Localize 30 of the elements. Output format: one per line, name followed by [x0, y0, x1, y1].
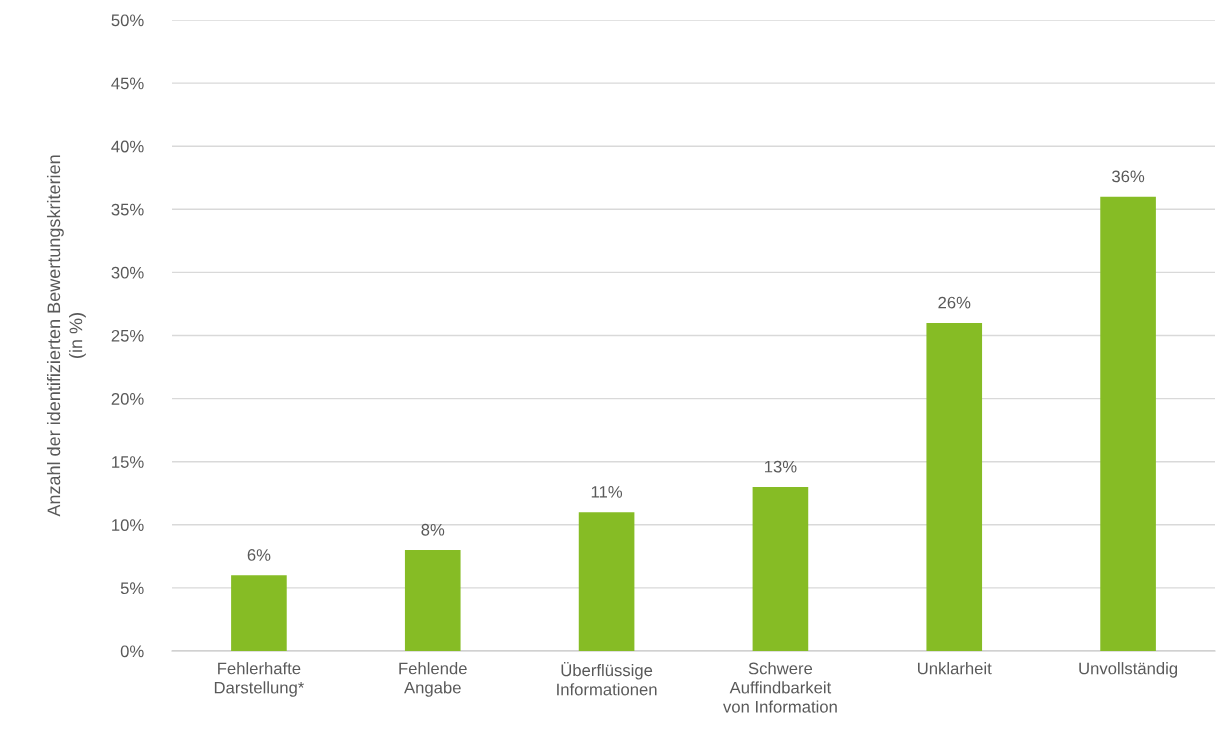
bar: [926, 322, 983, 651]
y-tick-label: 0%: [120, 645, 144, 658]
x-tick-label: Unvollständig: [1079, 662, 1178, 678]
y-tick-label: 20%: [111, 393, 144, 405]
y-tick-label: 45%: [111, 77, 144, 90]
y-tick-label: 35%: [111, 203, 144, 216]
bar: [231, 575, 287, 651]
x-tick-label: Unklarheit: [918, 662, 992, 675]
x-tick-label: Fehlende Angabe: [399, 662, 467, 697]
y-tick-label: 50%: [111, 14, 144, 27]
y-tick-label: 5%: [120, 582, 144, 595]
bar: [404, 550, 461, 651]
x-tick-label: Schwere Auffindbarkeit von Information: [723, 662, 837, 713]
data-label: 13%: [765, 460, 797, 473]
x-tick-label: Überflüssige Informationen: [557, 662, 657, 696]
y-tick-label: 10%: [112, 519, 144, 531]
bar: [752, 486, 809, 651]
x-tick-label: Fehlerhafte Darstellung*: [214, 662, 305, 697]
data-label: 36%: [1112, 170, 1145, 183]
y-tick-label: 25%: [111, 329, 144, 342]
y-tick-label: 15%: [112, 456, 144, 468]
y-tick-label: 30%: [111, 266, 144, 279]
y-tick-label: 40%: [111, 140, 144, 153]
data-label: 8%: [421, 523, 445, 536]
bar: [578, 512, 635, 651]
data-label: 11%: [591, 486, 623, 498]
data-label: 6%: [247, 549, 271, 561]
y-axis-title: Anzahl der identifizierten Bewertungskriterien (in %): [46, 155, 86, 517]
bar: [1100, 196, 1156, 651]
data-label: 26%: [938, 296, 971, 309]
